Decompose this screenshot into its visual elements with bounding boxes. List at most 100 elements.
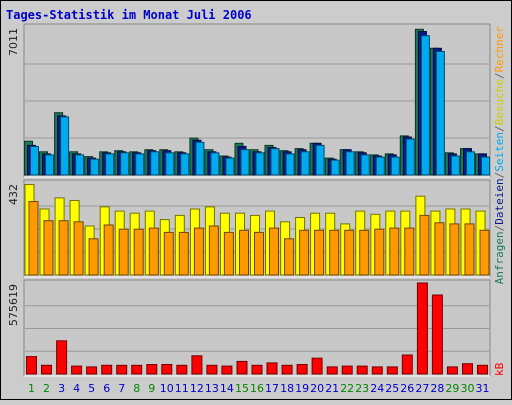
bar-kb-day-13	[206, 364, 218, 375]
x-tick-label: 20	[310, 382, 324, 395]
bar-rechner-day-2	[43, 220, 54, 276]
legend-bottom: kB	[493, 362, 506, 376]
bar-rechner-day-13	[208, 225, 219, 276]
bar-seiten-day-31	[481, 156, 490, 176]
legend-labels: Anfragen/Dateien/Seiten/Besuche/Rechnerk…	[493, 26, 506, 376]
bar-kb-day-2	[41, 364, 52, 375]
bar-seiten-day-9	[150, 151, 160, 176]
legend-entry: /	[493, 72, 506, 79]
bar-kb-day-28	[431, 294, 443, 375]
legend-entry: Dateien	[493, 178, 506, 224]
x-tick-label: 9	[148, 382, 155, 395]
bar-rechner-day-6	[103, 224, 114, 276]
x-tick-label: 23	[355, 382, 369, 395]
bar-kb-day-31	[477, 364, 488, 375]
bar-seiten-day-2	[45, 154, 54, 176]
panel-middle: 432	[7, 179, 491, 278]
series-rechner	[28, 201, 490, 276]
bar-seiten-day-16	[255, 152, 265, 176]
bar-seiten-day-14	[225, 157, 235, 176]
bar-rechner-day-23	[359, 229, 370, 276]
bar-seiten-day-12	[195, 141, 205, 176]
bar-seiten-day-20	[315, 144, 325, 176]
x-tick-label: 18	[280, 382, 294, 395]
bar-rechner-day-10	[163, 231, 174, 276]
bar-seiten-day-18	[285, 153, 295, 176]
bar-kb-day-17	[266, 362, 278, 375]
x-tick-label: 11	[175, 382, 189, 395]
bar-kb-day-22	[341, 365, 353, 375]
bar-seiten-day-21	[330, 159, 340, 176]
x-tick-label: 3	[58, 382, 65, 395]
bar-kb-day-21	[326, 366, 338, 375]
bar-seiten-day-13	[210, 152, 220, 176]
bar-rechner-day-20	[314, 229, 325, 276]
bar-kb-day-26	[401, 354, 413, 375]
bar-rechner-day-5	[88, 238, 99, 276]
bar-rechner-day-29	[449, 223, 460, 276]
bar-kb-day-3	[56, 340, 68, 375]
bar-seiten-day-30	[466, 151, 475, 176]
y-max-label-bottom: 575619	[7, 284, 20, 326]
bar-seiten-day-23	[360, 154, 370, 176]
bar-rechner-day-3	[58, 220, 69, 276]
bar-seiten-day-29	[450, 155, 460, 176]
bar-rechner-day-30	[464, 223, 475, 276]
legend-entry: /	[493, 125, 506, 132]
legend-entry: Rechner	[493, 26, 506, 73]
bar-seiten-day-22	[345, 151, 355, 176]
legend-entry: kB	[493, 362, 506, 376]
legend-entry: /	[493, 172, 506, 179]
x-tick-label: 6	[103, 382, 110, 395]
bar-rechner-day-12	[193, 227, 204, 276]
x-tick-label: 21	[325, 382, 339, 395]
x-tick-label: 12	[190, 382, 204, 395]
bar-seiten-day-27	[420, 35, 430, 176]
bar-seiten-day-28	[435, 51, 445, 176]
x-tick-label: 24	[370, 382, 384, 395]
x-tick-label: 5	[88, 382, 95, 395]
bar-kb-day-8	[131, 364, 143, 375]
bar-rechner-day-15	[239, 229, 249, 276]
bar-rechner-day-19	[299, 229, 310, 276]
panel-top: 7011	[7, 23, 491, 178]
bar-rechner-day-24	[374, 228, 385, 276]
bar-seiten-day-3	[60, 116, 70, 176]
bar-kb-day-18	[281, 364, 293, 375]
bar-seiten-day-5	[90, 158, 100, 176]
bar-rechner-day-4	[73, 221, 84, 276]
bar-seiten-day-15	[240, 149, 250, 176]
bar-kb-day-11	[176, 364, 188, 375]
bar-kb-day-6	[101, 364, 113, 375]
bar-rechner-day-16	[254, 231, 264, 276]
x-tick-label: 29	[445, 382, 459, 395]
x-tick-label: 27	[415, 382, 429, 395]
bar-seiten-day-8	[135, 153, 145, 176]
x-tick-label: 10	[160, 382, 174, 395]
y-max-label-middle: 432	[7, 184, 20, 205]
bar-rechner-day-7	[118, 228, 129, 276]
series-kb	[26, 282, 488, 375]
bar-kb-day-12	[191, 355, 203, 375]
legend-entry: Anfragen	[493, 231, 506, 284]
x-tick-label: 25	[385, 382, 399, 395]
x-tick-label: 1	[28, 382, 35, 395]
legend-entry: Besuche	[493, 79, 506, 125]
x-tick-label: 2	[43, 382, 50, 395]
x-tick-label: 8	[133, 382, 140, 395]
legend-entry: /	[493, 225, 506, 232]
bar-rechner-day-27	[419, 214, 430, 276]
x-tick-label: 7	[118, 382, 125, 395]
bar-seiten-day-1	[30, 146, 39, 176]
bar-seiten-day-6	[105, 153, 115, 176]
bar-rechner-day-26	[404, 227, 415, 276]
y-max-label-top: 7011	[7, 28, 20, 56]
bar-rechner-day-17	[269, 227, 279, 276]
x-tick-label: 19	[295, 382, 309, 395]
bar-seiten-day-10	[165, 152, 175, 176]
chart-title: Tages-Statistik im Monat Juli 2006	[6, 8, 252, 22]
bar-rechner-day-22	[344, 229, 355, 276]
x-tick-label: 22	[340, 382, 354, 395]
